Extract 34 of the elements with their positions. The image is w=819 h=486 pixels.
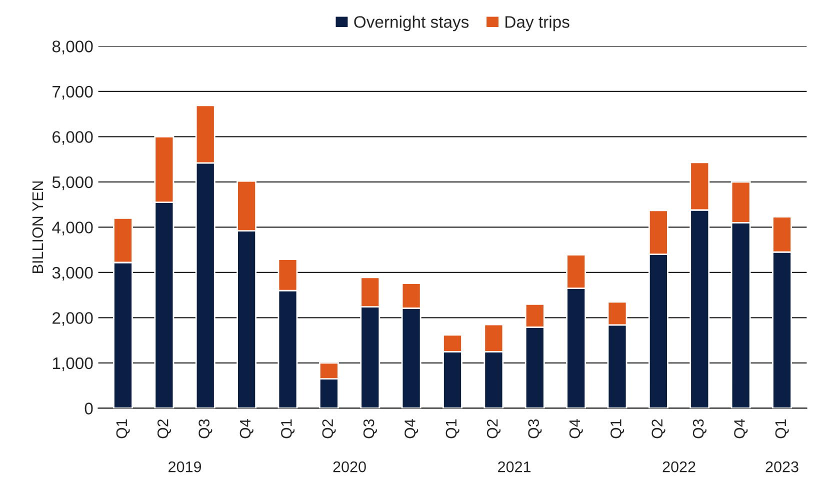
x-tick-label: Q1 (446, 419, 460, 438)
x-tick-label: Q2 (486, 419, 501, 438)
x-tick-label: Q3 (692, 419, 706, 438)
x-tick-label: Q2 (322, 419, 336, 438)
y-tick-label: 8,000 (52, 40, 93, 54)
text: 2019 (168, 461, 202, 472)
text: 2022 (662, 461, 696, 472)
y-tick-label: 4,000 (52, 222, 93, 236)
x-tick-label: Q4 (240, 419, 254, 438)
x-tick-label: Q3 (198, 419, 212, 438)
x-tick-label: Q4 (404, 419, 418, 438)
x-tick-label: Q2 (157, 419, 172, 438)
text: 2021 (498, 461, 531, 472)
text: 2023 (766, 461, 798, 472)
text: 2020 (333, 461, 366, 472)
x-tick-label: Q1 (281, 419, 295, 438)
y-tick-label: 7,000 (52, 86, 93, 100)
x-tick-label: Q3 (363, 419, 377, 438)
x-tick-label: Q1 (775, 419, 789, 438)
y-tick-label: 0 (84, 402, 93, 414)
x-tick-label: Q4 (569, 419, 583, 438)
x-tick-label: Q3 (528, 419, 542, 438)
x-tick-label: Q2 (652, 419, 666, 438)
y-tick-label: 5,000 (52, 176, 93, 190)
x-tick-label: Q1 (116, 419, 130, 438)
y-tick-label: 2,000 (52, 312, 93, 326)
y-tick-label: 6,000 (52, 131, 93, 145)
y-axis-title: BILLION YEN (32, 181, 44, 273)
x-tick-label: Q4 (734, 419, 748, 438)
y-tick-label: 1,000 (52, 357, 93, 372)
x-tick-label: Q1 (610, 419, 624, 438)
y-tick-label: 3,000 (52, 266, 93, 281)
legend-label: Overnight stays (354, 16, 469, 32)
legend-label: Day trips (506, 16, 570, 32)
